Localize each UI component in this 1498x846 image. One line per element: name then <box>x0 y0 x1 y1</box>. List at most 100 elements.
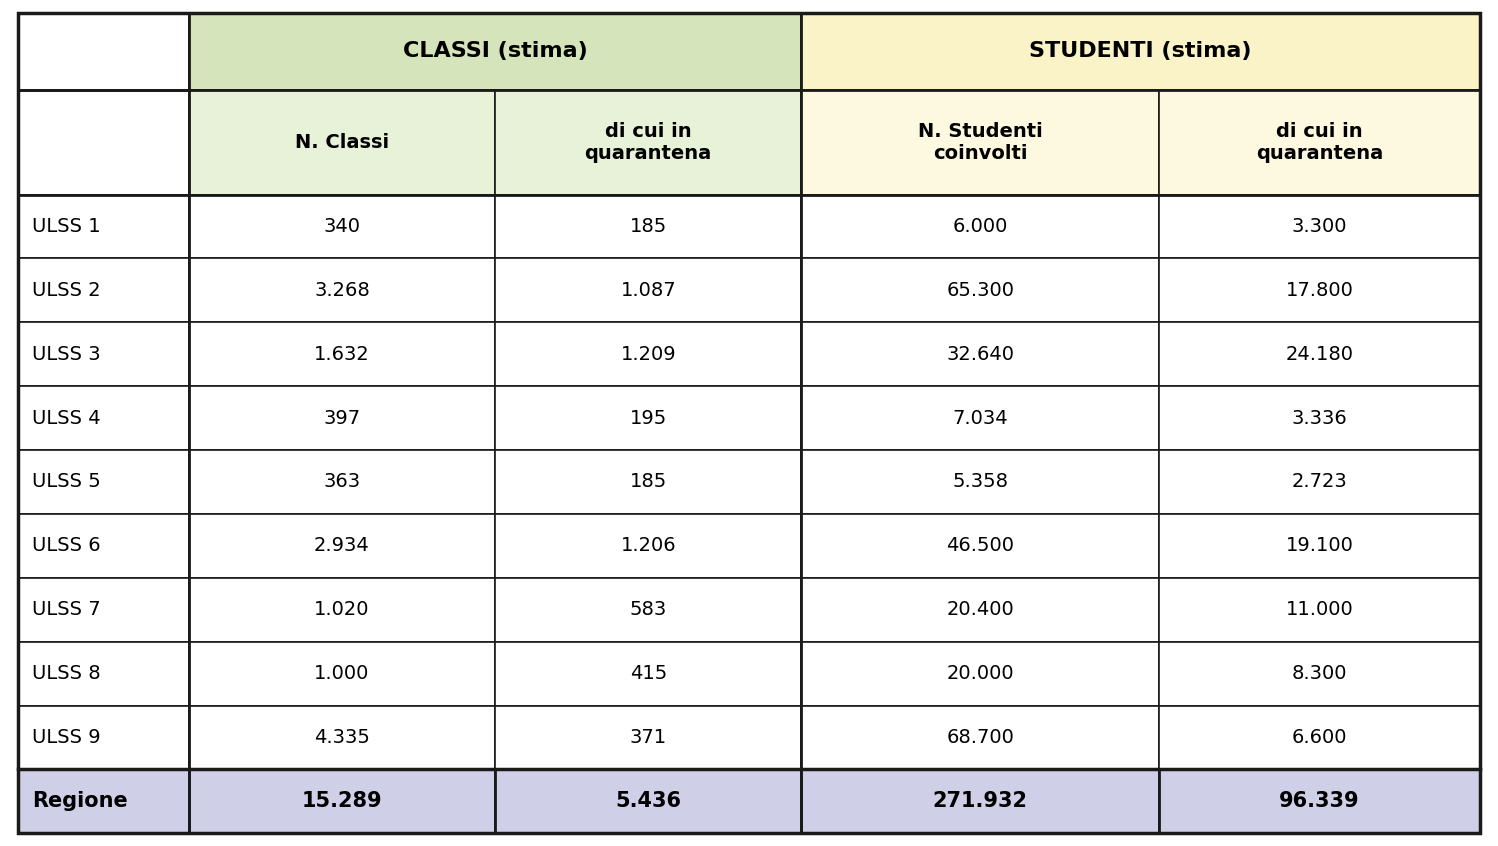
Bar <box>1159 514 1480 578</box>
Bar <box>1159 706 1480 769</box>
Text: 1.000: 1.000 <box>315 664 370 683</box>
Text: Regione: Regione <box>31 791 127 811</box>
Text: 3.268: 3.268 <box>315 281 370 299</box>
Text: N. Studenti
coinvolti: N. Studenti coinvolti <box>918 122 1043 162</box>
Text: 15.289: 15.289 <box>301 791 382 811</box>
Text: 3.300: 3.300 <box>1291 217 1347 236</box>
Bar <box>18 769 189 833</box>
Bar <box>801 578 1159 641</box>
Bar <box>18 706 189 769</box>
Text: ULSS 9: ULSS 9 <box>31 728 100 747</box>
Bar <box>801 769 1159 833</box>
Bar <box>18 258 189 322</box>
Bar <box>18 386 189 450</box>
Bar <box>18 13 189 90</box>
Bar <box>801 90 1159 195</box>
Text: ULSS 7: ULSS 7 <box>31 601 100 619</box>
Text: 8.300: 8.300 <box>1291 664 1347 683</box>
Bar <box>189 386 494 450</box>
Bar <box>1159 195 1480 258</box>
Bar <box>189 322 494 386</box>
Text: 2.723: 2.723 <box>1291 473 1348 492</box>
Text: 363: 363 <box>324 473 361 492</box>
Text: ULSS 3: ULSS 3 <box>31 345 100 364</box>
Bar <box>1159 322 1480 386</box>
Bar <box>1159 578 1480 641</box>
Bar <box>1159 769 1480 833</box>
Bar <box>1159 90 1480 195</box>
Text: ULSS 5: ULSS 5 <box>31 473 100 492</box>
Bar <box>18 641 189 706</box>
Bar <box>494 641 801 706</box>
Bar <box>494 195 801 258</box>
Bar <box>494 578 801 641</box>
Text: 68.700: 68.700 <box>947 728 1014 747</box>
Bar <box>18 578 189 641</box>
Text: 397: 397 <box>324 409 361 427</box>
Bar <box>494 258 801 322</box>
Bar <box>494 386 801 450</box>
Text: ULSS 1: ULSS 1 <box>31 217 100 236</box>
Bar <box>801 514 1159 578</box>
Text: 6.600: 6.600 <box>1291 728 1347 747</box>
Bar <box>494 706 801 769</box>
Bar <box>189 641 494 706</box>
Bar <box>494 450 801 514</box>
Text: 1.087: 1.087 <box>620 281 676 299</box>
Bar <box>1159 641 1480 706</box>
Bar <box>18 195 189 258</box>
Bar <box>494 514 801 578</box>
Bar <box>18 322 189 386</box>
Text: 19.100: 19.100 <box>1285 536 1354 555</box>
Bar <box>189 13 801 90</box>
Text: 195: 195 <box>629 409 667 427</box>
Text: 2.934: 2.934 <box>315 536 370 555</box>
Text: 415: 415 <box>629 664 667 683</box>
Bar <box>801 386 1159 450</box>
Text: 371: 371 <box>629 728 667 747</box>
Bar <box>18 90 189 195</box>
Text: 7.034: 7.034 <box>953 409 1008 427</box>
Text: 1.209: 1.209 <box>620 345 676 364</box>
Bar <box>1159 258 1480 322</box>
Bar <box>494 322 801 386</box>
Text: 32.640: 32.640 <box>947 345 1014 364</box>
Bar <box>189 514 494 578</box>
Bar <box>189 769 494 833</box>
Bar <box>1159 386 1480 450</box>
Text: ULSS 2: ULSS 2 <box>31 281 100 299</box>
Bar <box>494 90 801 195</box>
Bar <box>189 258 494 322</box>
Bar <box>189 90 494 195</box>
Text: 20.000: 20.000 <box>947 664 1014 683</box>
Text: di cui in
quarantena: di cui in quarantena <box>584 122 712 162</box>
Bar <box>494 769 801 833</box>
Text: STUDENTI (stima): STUDENTI (stima) <box>1029 41 1252 61</box>
Bar <box>18 514 189 578</box>
Text: 1.020: 1.020 <box>315 601 370 619</box>
Bar <box>189 578 494 641</box>
Text: 271.932: 271.932 <box>933 791 1028 811</box>
Text: 1.206: 1.206 <box>620 536 676 555</box>
Text: 6.000: 6.000 <box>953 217 1008 236</box>
Bar <box>18 450 189 514</box>
Text: 583: 583 <box>629 601 667 619</box>
Text: 3.336: 3.336 <box>1291 409 1348 427</box>
Bar <box>801 706 1159 769</box>
Text: 17.800: 17.800 <box>1285 281 1354 299</box>
Bar <box>801 258 1159 322</box>
Text: 5.436: 5.436 <box>616 791 682 811</box>
Bar <box>801 322 1159 386</box>
Text: ULSS 8: ULSS 8 <box>31 664 100 683</box>
Text: 46.500: 46.500 <box>947 536 1014 555</box>
Bar <box>189 450 494 514</box>
Text: 340: 340 <box>324 217 361 236</box>
Text: 5.358: 5.358 <box>953 473 1008 492</box>
Text: 20.400: 20.400 <box>947 601 1014 619</box>
Text: 185: 185 <box>629 473 667 492</box>
Text: 4.335: 4.335 <box>315 728 370 747</box>
Bar <box>801 641 1159 706</box>
Bar <box>189 195 494 258</box>
Text: CLASSI (stima): CLASSI (stima) <box>403 41 587 61</box>
Text: 24.180: 24.180 <box>1285 345 1354 364</box>
